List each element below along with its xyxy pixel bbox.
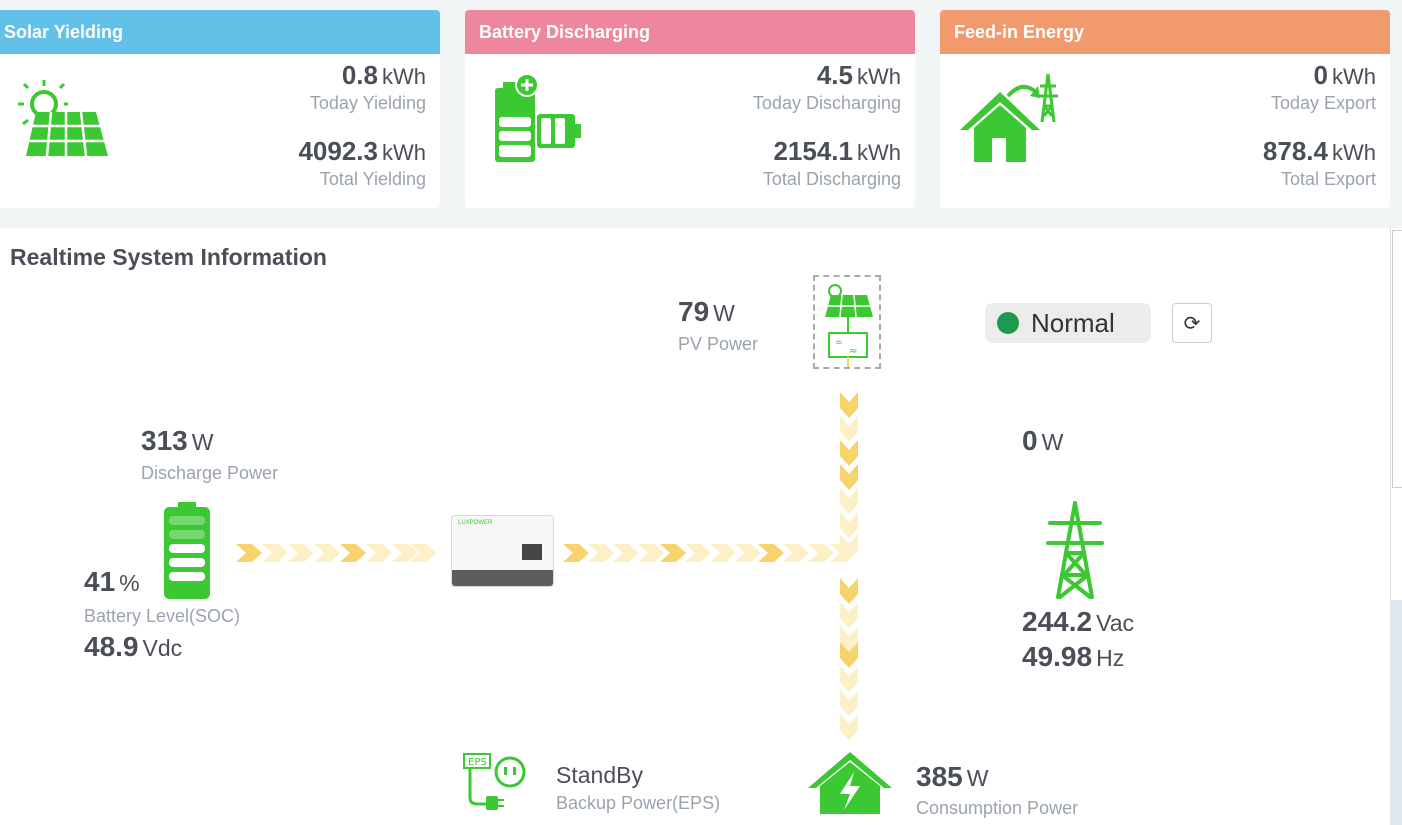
battery-soc-label: Battery Level(SOC): [84, 606, 241, 626]
solar-yielding-card: Solar Yielding 0.8 kWh Today Yielding 409…: [0, 10, 440, 208]
inverter-icon[interactable]: LUXPOWER: [451, 515, 554, 587]
card-title: Feed-in Energy: [940, 10, 1390, 54]
svg-text:=: =: [835, 338, 843, 348]
status-dot-icon: [997, 312, 1019, 334]
realtime-panel: Realtime System Information: [0, 228, 1390, 825]
today-yielding-label: Today Yielding: [309, 93, 426, 113]
solar-panel-icon: [12, 74, 112, 169]
card-title: Solar Yielding: [0, 10, 440, 54]
refresh-button[interactable]: ⟳: [1172, 303, 1212, 343]
total-discharging-value: 2154.1: [773, 136, 853, 166]
right-side-popup: [1392, 230, 1402, 488]
total-discharging-label: Total Discharging: [762, 169, 901, 189]
battery-soc-unit: %: [119, 570, 140, 596]
today-discharging-label: Today Discharging: [752, 93, 901, 113]
discharge-power-unit: W: [191, 429, 214, 455]
grid-power-value: 0: [1022, 425, 1038, 456]
panel-title: Realtime System Information: [10, 244, 327, 270]
discharge-power-value: 313: [141, 425, 188, 456]
grid-voltage-value: 244.2: [1022, 606, 1093, 637]
battery-discharging-card: Battery Discharging 4.5 kWh Today Dischar…: [465, 10, 915, 208]
today-export-value: 0: [1313, 60, 1328, 90]
home-consumption-icon[interactable]: [808, 750, 892, 821]
pv-power-unit: W: [713, 300, 735, 326]
total-export-unit: kWh: [1332, 140, 1376, 165]
battery-soc-value: 41: [84, 566, 116, 597]
today-yielding-unit: kWh: [382, 64, 426, 89]
inverter-brand: LUXPOWER: [458, 520, 493, 526]
grid-tower-icon[interactable]: [1046, 501, 1104, 604]
grid-power-unit: W: [1041, 429, 1064, 455]
consumption-power-unit: W: [966, 765, 989, 791]
card-title: Battery Discharging: [465, 10, 915, 54]
total-yielding-unit: kWh: [382, 140, 426, 165]
refresh-icon: ⟳: [1183, 312, 1201, 335]
total-discharging-unit: kWh: [857, 140, 901, 165]
battery-voltage-value: 48.9: [84, 631, 139, 662]
total-export-value: 878.4: [1262, 136, 1328, 166]
today-export-label: Today Export: [1270, 93, 1376, 113]
today-discharging-value: 4.5: [816, 60, 853, 90]
battery-discharge-icon: [493, 72, 585, 172]
pv-power-value: 79: [678, 296, 710, 327]
consumption-power-value: 385: [916, 761, 963, 792]
today-yielding-value: 0.8: [341, 60, 378, 90]
grid-voltage-unit: Vac: [1096, 610, 1135, 636]
svg-text:≈: ≈: [849, 346, 857, 357]
pv-inverter-icon[interactable]: = ≈: [813, 275, 881, 369]
total-yielding-value: 4092.3: [298, 136, 378, 166]
eps-plug-icon[interactable]: EPS: [462, 752, 530, 815]
house-grid-icon: [958, 72, 1068, 172]
right-side-map[interactable]: [1390, 600, 1402, 825]
total-yielding-label: Total Yielding: [319, 169, 426, 189]
consumption-power-label: Consumption Power: [916, 798, 1079, 818]
eps-badge-text: EPS: [468, 757, 487, 768]
pv-power-label: PV Power: [678, 334, 759, 354]
battery-voltage-unit: Vdc: [142, 635, 183, 661]
system-status-badge: Normal: [985, 303, 1151, 343]
eps-label: Backup Power(EPS): [556, 793, 721, 813]
status-text: Normal: [1031, 307, 1115, 338]
grid-frequency-value: 49.98: [1022, 641, 1093, 672]
total-export-label: Total Export: [1280, 169, 1376, 189]
battery-icon[interactable]: [162, 502, 212, 605]
today-export-unit: kWh: [1332, 64, 1376, 89]
grid-frequency-unit: Hz: [1096, 645, 1125, 671]
today-discharging-unit: kWh: [857, 64, 901, 89]
eps-status: StandBy: [556, 762, 643, 788]
discharge-power-label: Discharge Power: [141, 463, 279, 483]
feed-in-energy-card: Feed-in Energy 0 kWh Today Export 878.4 kW…: [940, 10, 1390, 208]
